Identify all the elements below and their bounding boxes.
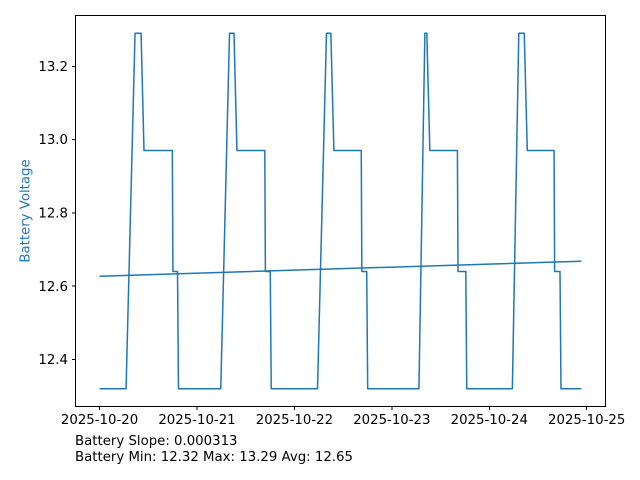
y-axis-label: Battery Voltage xyxy=(18,159,34,263)
x-tick-label: 2025-10-24 xyxy=(451,413,528,428)
series-battery-voltage-line xyxy=(99,32,582,390)
x-tick-label: 2025-10-23 xyxy=(353,413,430,428)
x-tick-label: 2025-10-25 xyxy=(548,413,625,428)
x-tick-label: 2025-10-21 xyxy=(158,413,235,428)
battery-slope-text: Battery Slope: 0.000313 xyxy=(75,434,238,449)
x-tick-label: 2025-10-20 xyxy=(61,413,138,428)
series-battery-trend-line xyxy=(99,260,582,277)
x-tick-label: 2025-10-22 xyxy=(256,413,333,428)
y-tick-label: 13.2 xyxy=(38,60,68,75)
battery-stats-text: Battery Min: 12.32 Max: 13.29 Avg: 12.65 xyxy=(75,449,353,465)
y-tick-label: 12.4 xyxy=(38,353,68,368)
y-tick-label: 12.6 xyxy=(38,280,68,295)
y-tick-label: 12.8 xyxy=(38,207,68,222)
y-tick-label: 13.0 xyxy=(38,133,68,148)
axes-frame xyxy=(75,15,606,407)
figure-annotations: Battery Slope: 0.000313 Battery Min: 12.… xyxy=(75,434,353,465)
